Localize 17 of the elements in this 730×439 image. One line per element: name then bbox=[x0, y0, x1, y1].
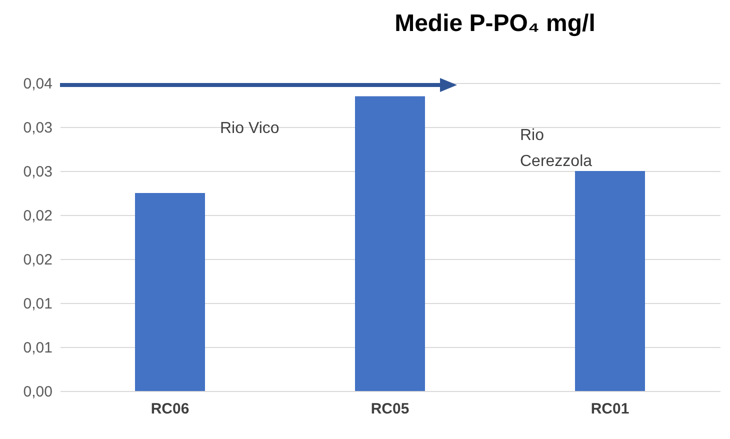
chart-title: Medie P-PO₄ mg/l bbox=[394, 10, 596, 37]
y-tick-label: 0,01 bbox=[23, 296, 52, 312]
y-tick-label: 0,03 bbox=[23, 120, 52, 136]
x-tick-label: RC06 bbox=[150, 400, 190, 418]
annotation: Rio Vico bbox=[220, 120, 280, 137]
y-tick-label: 0,00 bbox=[23, 384, 52, 400]
y-tick-label: 0,02 bbox=[23, 208, 52, 224]
y-tick-label: 0,03 bbox=[23, 164, 52, 180]
annotation: Rio Cerezzola bbox=[520, 127, 592, 170]
x-tick-label: RC05 bbox=[370, 400, 410, 418]
y-tick-label: 0,01 bbox=[23, 340, 52, 356]
bar bbox=[135, 193, 205, 391]
y-tick-label: 0,02 bbox=[23, 252, 52, 268]
bar bbox=[575, 171, 645, 391]
bar bbox=[355, 96, 425, 391]
x-tick-label: RC01 bbox=[590, 400, 630, 418]
y-tick-label: 0,04 bbox=[23, 76, 52, 92]
